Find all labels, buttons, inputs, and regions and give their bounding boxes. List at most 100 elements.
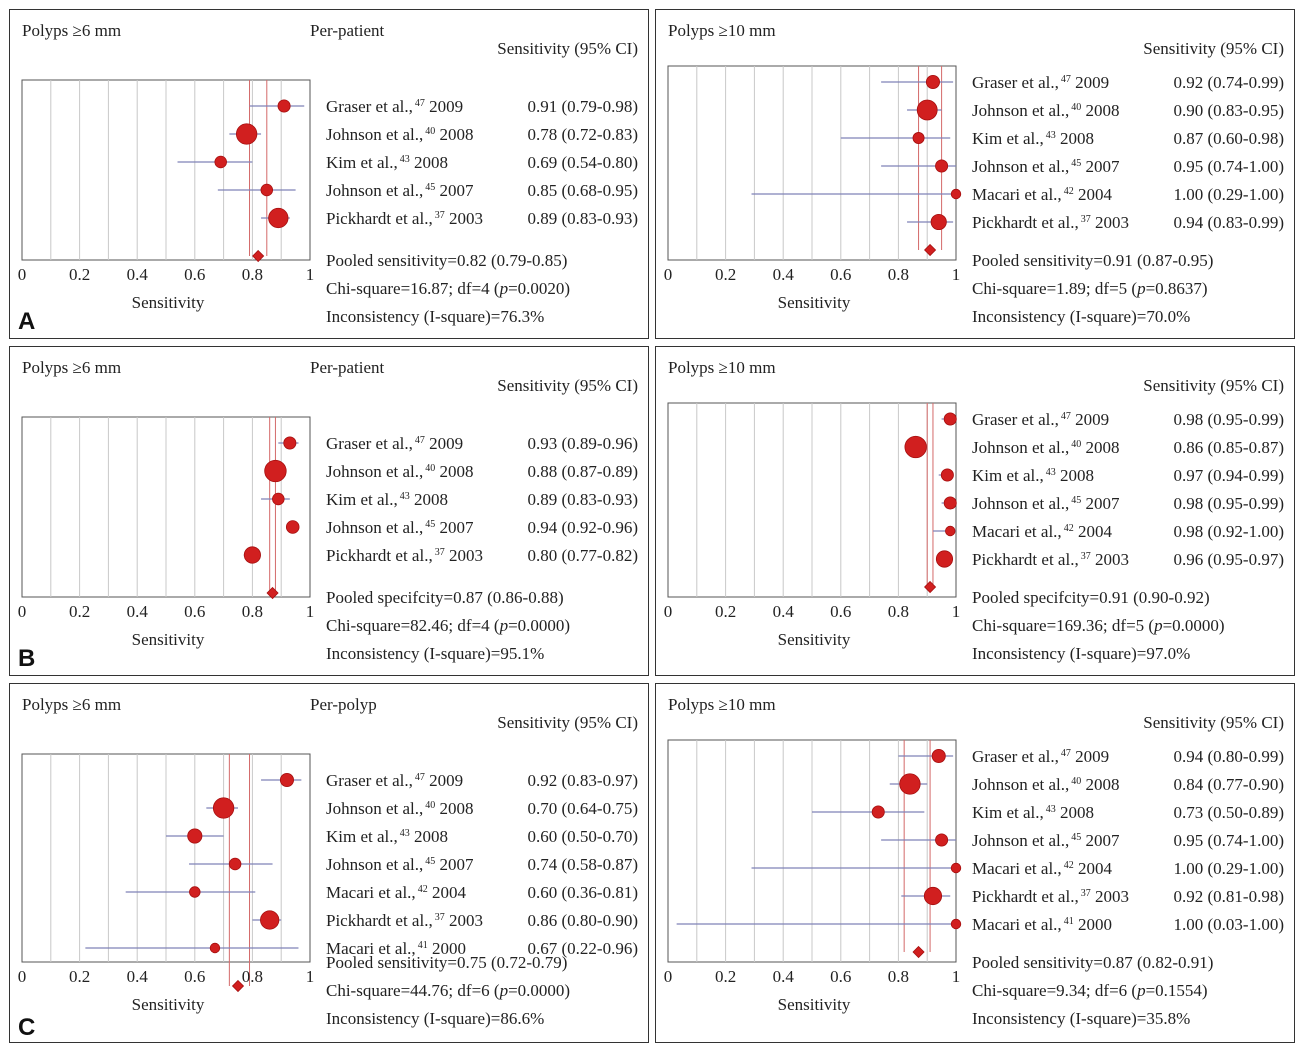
study-reference: 45 bbox=[425, 182, 435, 193]
p-letter: p bbox=[499, 279, 509, 298]
study-reference: 47 bbox=[415, 435, 425, 446]
study-reference: 37 bbox=[1081, 888, 1091, 899]
study-ci-value: 1.00 (0.29-1.00) bbox=[1174, 859, 1284, 878]
x-tick-label: 1 bbox=[952, 967, 961, 986]
study-year: 2008 bbox=[1056, 129, 1094, 148]
study-reference: 45 bbox=[425, 856, 435, 867]
forest-plot: Polyps ≥10 mm Sensitivity (95% CI) Graser … bbox=[664, 358, 1284, 663]
group-title: Polyps ≥6 mm bbox=[22, 358, 121, 377]
study-point bbox=[264, 459, 287, 483]
study-year: 2003 bbox=[1091, 550, 1129, 569]
study-author: Pickhardt et al., bbox=[972, 550, 1079, 569]
study-ci-value: 0.98 (0.95-0.99) bbox=[1174, 494, 1284, 513]
x-tick-label: 1 bbox=[952, 602, 961, 621]
study-reference: 47 bbox=[415, 772, 425, 783]
x-tick-label: 0.6 bbox=[830, 602, 851, 621]
x-tick-label: 1 bbox=[306, 967, 315, 986]
study-ci-value: 0.69 (0.54-0.80) bbox=[528, 153, 638, 172]
study-author: Johnson et al., bbox=[326, 462, 423, 481]
study-author: Johnson et al., bbox=[972, 101, 1069, 120]
study-point bbox=[912, 132, 925, 144]
study-ci-value: 0.85 (0.68-0.95) bbox=[528, 181, 638, 200]
x-tick-label: 0.2 bbox=[715, 967, 736, 986]
study-ci-value: 0.93 (0.89-0.96) bbox=[528, 434, 638, 453]
study-author: Macari et al., bbox=[972, 915, 1062, 934]
x-tick-label: 0 bbox=[18, 602, 27, 621]
study-ci-value: 0.92 (0.83-0.97) bbox=[528, 771, 638, 790]
column-header: Sensitivity (95% CI) bbox=[1143, 713, 1284, 732]
group-title: Polyps ≥10 mm bbox=[668, 21, 776, 40]
x-tick-label: 1 bbox=[952, 265, 961, 284]
study-year: 2008 bbox=[1056, 803, 1094, 822]
study-point bbox=[943, 412, 957, 426]
chi-square-text: Chi-square=1.89; df=5 ( bbox=[972, 279, 1137, 298]
study-reference: 40 bbox=[425, 463, 435, 474]
study-year: 2004 bbox=[1074, 859, 1113, 878]
study-author: Pickhardt et al., bbox=[326, 546, 433, 565]
study-reference: 47 bbox=[1061, 748, 1071, 759]
study-ci-value: 0.70 (0.64-0.75) bbox=[528, 799, 638, 818]
p-value-text: =0.0000) bbox=[508, 616, 570, 635]
study-ci-value: 0.90 (0.83-0.95) bbox=[1174, 101, 1284, 120]
study-author: Kim et al., bbox=[326, 153, 398, 172]
study-point bbox=[209, 942, 221, 954]
heterogeneity-chi-square: Chi-square=169.36; df=5 (p=0.0000) bbox=[972, 616, 1225, 635]
x-tick-label: 1 bbox=[306, 602, 315, 621]
study-point bbox=[272, 492, 285, 506]
study-year: 2009 bbox=[425, 434, 463, 453]
study-label: Johnson et al., 45 2007 bbox=[972, 831, 1120, 850]
x-tick-label: 0.6 bbox=[184, 265, 205, 284]
study-author: Kim et al., bbox=[972, 803, 1044, 822]
study-year: 2003 bbox=[445, 209, 483, 228]
study-author: Pickhardt et al., bbox=[972, 887, 1079, 906]
study-point bbox=[228, 857, 242, 871]
study-reference: 37 bbox=[1081, 214, 1091, 225]
study-label: Macari et al., 41 2000 bbox=[972, 915, 1112, 934]
study-year: 2007 bbox=[435, 181, 474, 200]
study-author: Graser et al., bbox=[972, 747, 1059, 766]
forest-plot: Polyps ≥10 mm Sensitivity (95% CI) Graser … bbox=[664, 21, 1284, 326]
study-author: Graser et al., bbox=[326, 97, 413, 116]
study-point bbox=[943, 496, 957, 510]
x-tick-label: 0.6 bbox=[184, 967, 205, 986]
study-year: 2008 bbox=[1081, 438, 1119, 457]
study-reference: 43 bbox=[400, 154, 410, 165]
forest-panel-a-right: Polyps ≥10 mm Sensitivity (95% CI) Graser … bbox=[655, 9, 1295, 339]
study-author: Johnson et al., bbox=[972, 831, 1069, 850]
p-value-text: =0.8637) bbox=[1146, 279, 1208, 298]
study-label: Pickhardt et al., 37 2003 bbox=[326, 546, 483, 565]
x-tick-label: 0.4 bbox=[773, 602, 795, 621]
study-reference: 47 bbox=[1061, 74, 1071, 85]
forest-panel-b-right: Polyps ≥10 mm Sensitivity (95% CI) Graser … bbox=[655, 346, 1295, 676]
study-author: Macari et al., bbox=[972, 859, 1062, 878]
study-ci-value: 0.80 (0.77-0.82) bbox=[528, 546, 638, 565]
chi-square-text: Chi-square=44.76; df=6 ( bbox=[326, 981, 500, 1000]
study-ci-value: 0.97 (0.94-0.99) bbox=[1174, 466, 1284, 485]
measure-title: Per-patient bbox=[310, 21, 385, 40]
forest-plot: Polyps ≥6 mm Per-patient Sensitivity (95% … bbox=[18, 358, 638, 663]
study-ci-value: 0.87 (0.60-0.98) bbox=[1174, 129, 1284, 148]
study-label: Graser et al., 47 2009 bbox=[326, 771, 463, 790]
study-ci-value: 0.96 (0.95-0.97) bbox=[1174, 550, 1284, 569]
study-ci-value: 0.94 (0.83-0.99) bbox=[1174, 213, 1284, 232]
study-reference: 43 bbox=[400, 828, 410, 839]
study-label: Johnson et al., 40 2008 bbox=[972, 438, 1120, 457]
heterogeneity-chi-square: Chi-square=16.87; df=4 (p=0.0020) bbox=[326, 279, 570, 298]
column-header: Sensitivity (95% CI) bbox=[497, 376, 638, 395]
study-label: Johnson et al., 45 2007 bbox=[972, 157, 1120, 176]
forest-plot: Polyps ≥6 mm Per-patient Sensitivity (95% … bbox=[18, 21, 638, 326]
x-tick-label: 0.8 bbox=[242, 967, 263, 986]
study-year: 2008 bbox=[435, 799, 473, 818]
study-label: Graser et al., 47 2009 bbox=[972, 410, 1109, 429]
study-label: Johnson et al., 45 2007 bbox=[972, 494, 1120, 513]
forest-plot: Polyps ≥10 mm Sensitivity (95% CI) Graser … bbox=[664, 695, 1284, 1028]
study-year: 2009 bbox=[425, 771, 463, 790]
study-label: Graser et al., 47 2009 bbox=[326, 434, 463, 453]
x-tick-label: 0.4 bbox=[773, 967, 795, 986]
study-point bbox=[283, 436, 297, 450]
study-point bbox=[268, 207, 289, 229]
forest-panel-a-left: Polyps ≥6 mm Per-patient Sensitivity (95% … bbox=[9, 9, 649, 339]
x-tick-label: 0 bbox=[664, 265, 673, 284]
study-point bbox=[260, 183, 274, 197]
study-author: Graser et al., bbox=[326, 771, 413, 790]
